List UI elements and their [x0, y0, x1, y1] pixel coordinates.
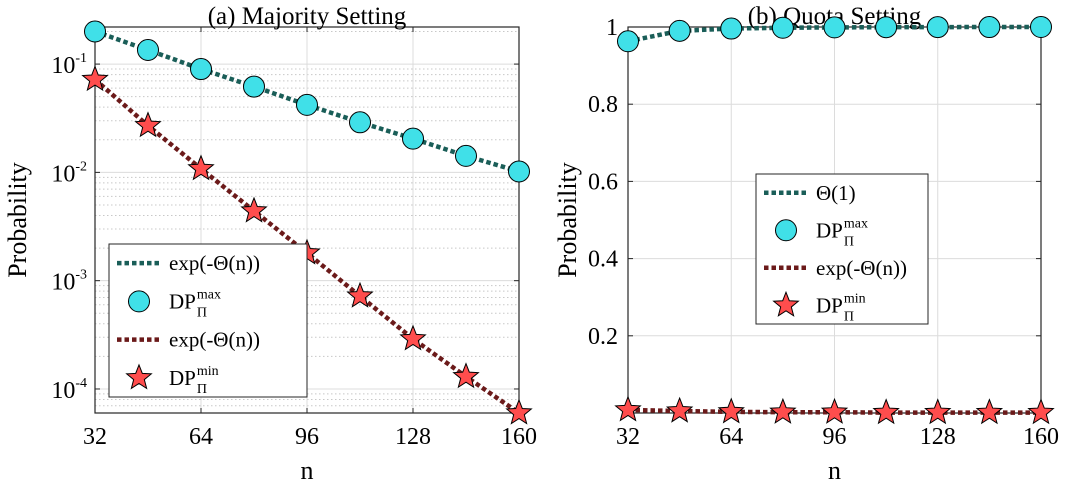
ytick-label: 1	[606, 15, 618, 41]
data-point-star	[1027, 398, 1055, 425]
data-point-circle	[243, 75, 265, 98]
xtick-label: 32	[616, 424, 640, 450]
ytick-label: 0.2	[588, 324, 618, 350]
legend: exp(-Θ(n)) DPmax Π exp(-Θ(n)) DPmin Π	[108, 243, 308, 398]
data-point-star	[505, 398, 533, 425]
data-point-circle	[455, 144, 477, 167]
data-point-star	[346, 281, 374, 308]
data-point-star	[614, 395, 642, 422]
data-point-star	[820, 397, 849, 424]
data-point-circle	[875, 16, 898, 39]
series-markers	[84, 20, 530, 183]
ticks: 32 64 96 128 160 0.2 0.4 0.6 0.8 1	[588, 15, 1059, 450]
data-point-circle	[349, 111, 371, 134]
data-point-circle	[823, 16, 846, 39]
x-axis-label: n	[828, 456, 841, 485]
y-axis-label: Probability	[3, 162, 32, 278]
data-point-star	[665, 396, 694, 423]
ytick-label: 10-2	[51, 159, 87, 187]
legend-label: DPmin Π	[169, 364, 219, 397]
xtick-label: 96	[295, 424, 319, 450]
data-point-star	[975, 398, 1004, 425]
data-point-circle	[926, 16, 949, 39]
xtick-label: 64	[719, 424, 743, 450]
xtick-label: 128	[920, 424, 956, 450]
ticks: 32 64 96 128 160 10-4 10-3 10-2 10-1	[51, 27, 537, 450]
data-point-star	[240, 196, 268, 223]
ytick-label: 10-4	[51, 376, 87, 404]
panel-title: (a) Majority Setting	[208, 3, 407, 30]
data-point-star	[81, 65, 109, 92]
legend-circle-swatch	[128, 290, 150, 313]
xtick-label: 32	[83, 424, 107, 450]
legend-star-swatch	[772, 290, 800, 317]
data-point-star	[872, 398, 900, 425]
data-point-star	[769, 397, 797, 424]
xtick-label: 128	[395, 424, 431, 450]
data-point-circle	[668, 19, 691, 42]
data-point-circle	[720, 17, 743, 40]
data-point-circle	[402, 127, 424, 150]
data-point-star	[717, 397, 745, 424]
xtick-label: 96	[823, 424, 847, 450]
legend-star-swatch	[125, 363, 153, 390]
data-point-circle	[190, 58, 212, 81]
data-point-circle	[617, 30, 639, 53]
ytick-label: 10-1	[51, 51, 87, 79]
x-axis-label: n	[301, 456, 314, 485]
legend-label: exp(-Θ(n))	[169, 328, 260, 352]
data-point-circle	[296, 93, 318, 116]
legend-label: DPmax Π	[816, 216, 868, 249]
ytick-label: 0.6	[588, 169, 618, 195]
series-markers	[614, 395, 1055, 425]
data-point-circle	[978, 16, 1001, 39]
ytick-label: 10-3	[51, 268, 87, 296]
data-point-star	[452, 362, 480, 389]
data-point-circle	[508, 160, 530, 183]
data-point-star	[187, 154, 215, 181]
legend: Θ(1) DPmax Π exp(-Θ(n)) DPmin Π	[755, 173, 929, 325]
data-point-circle	[84, 20, 106, 43]
ytick-label: 0.8	[588, 92, 618, 118]
legend-label: exp(-Θ(n))	[169, 251, 260, 275]
data-point-star	[134, 111, 162, 138]
legend-label: exp(-Θ(n))	[816, 256, 907, 280]
ytick-label: 0.4	[588, 247, 618, 273]
legend-label: DPmin Π	[816, 291, 866, 324]
legend-label: DPmax Π	[169, 287, 221, 320]
xtick-label: 160	[1023, 424, 1059, 450]
data-point-circle	[137, 38, 159, 61]
xtick-label: 64	[189, 424, 213, 450]
data-point-star	[399, 324, 427, 351]
series-line	[628, 24, 1042, 44]
legend-label: Θ(1)	[816, 181, 856, 205]
data-point-circle	[771, 16, 794, 39]
xtick-label: 160	[501, 424, 537, 450]
data-point-star	[924, 398, 952, 425]
y-axis-label: Probability	[553, 162, 582, 278]
data-point-circle	[1030, 16, 1052, 38]
series-markers	[617, 16, 1052, 53]
legend-circle-swatch	[775, 219, 797, 242]
panel-a: 32 64 96 128 160 10-4 10-3 10-2 10-1 (a) Majority…	[3, 3, 537, 485]
